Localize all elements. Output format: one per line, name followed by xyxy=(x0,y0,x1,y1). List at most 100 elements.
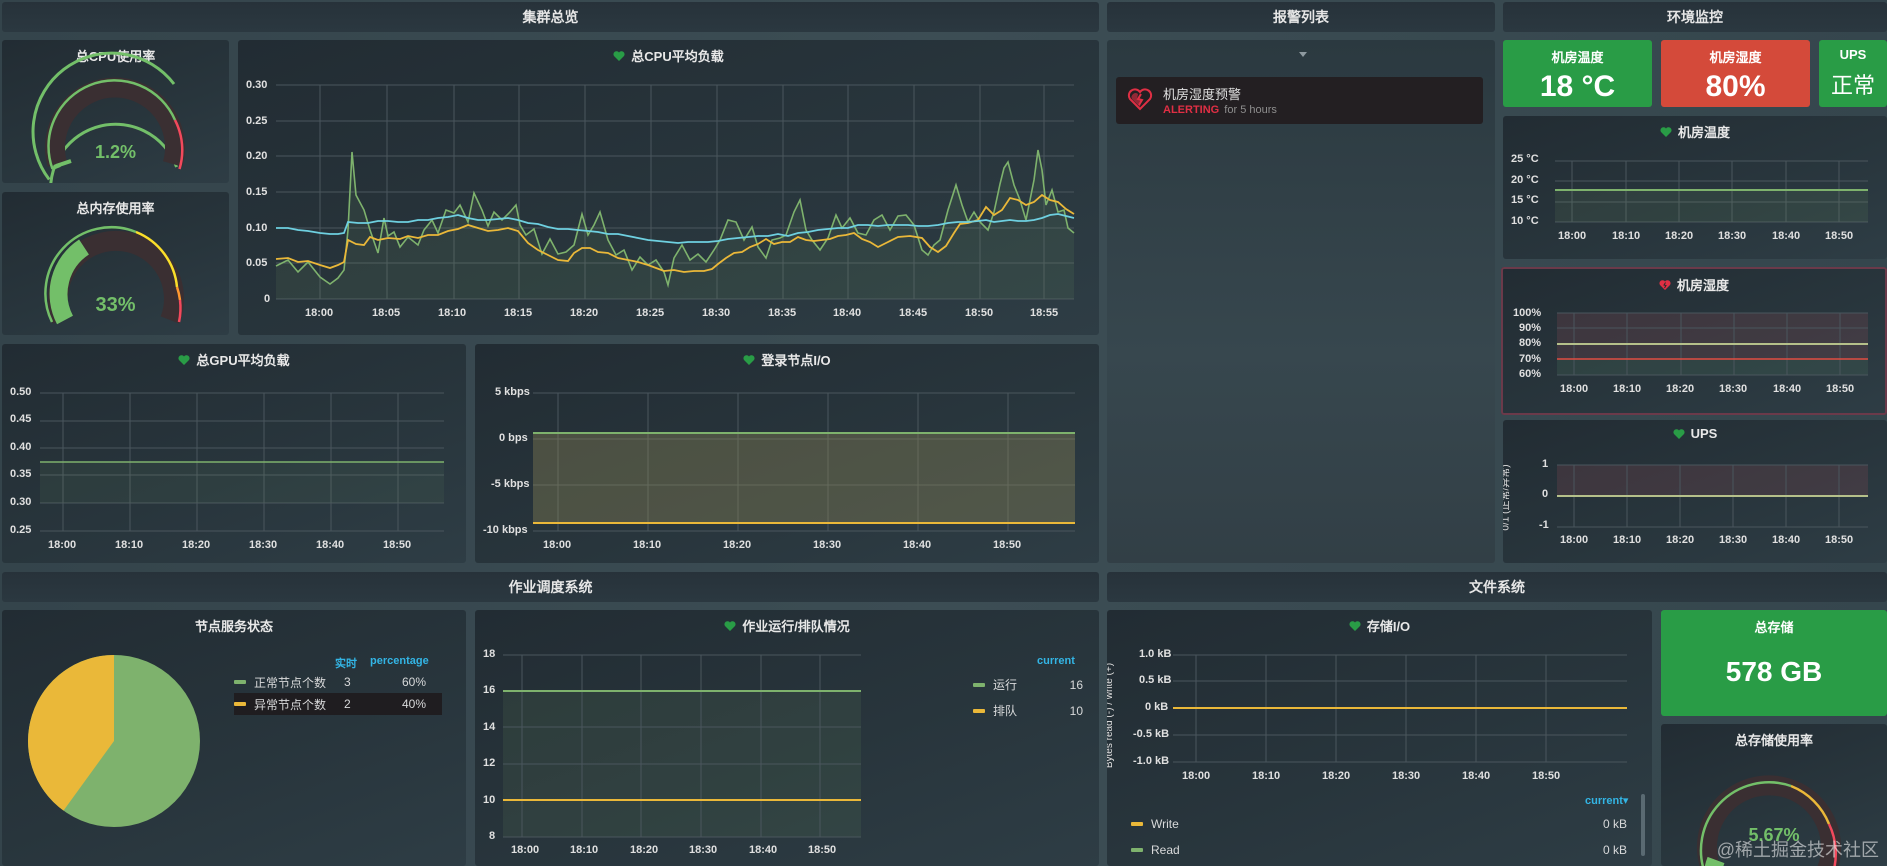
x-tick: 18:10 xyxy=(633,539,662,551)
legend-value: 2 xyxy=(344,697,351,711)
cpu-gauge-arcs xyxy=(45,77,185,170)
row-header-jobs[interactable]: 作业调度系统 xyxy=(2,572,1099,602)
gpu-load-plot xyxy=(40,392,444,532)
node-status-pie xyxy=(28,655,200,827)
room-temperature-stat: 机房温度 18 °C xyxy=(1503,40,1652,107)
x-tick: 18:20 xyxy=(1322,770,1351,782)
x-tick: 18:40 xyxy=(903,539,932,551)
legend-scrollbar[interactable] xyxy=(1641,794,1645,856)
room-temperature-chart-panel: 机房温度 25 °C 20 °C 15 °C 10 °C 18:00 18:10… xyxy=(1503,116,1887,259)
panel-title: 机房温度 xyxy=(1677,125,1730,140)
collapse-caret-icon[interactable] xyxy=(1299,52,1307,57)
y-tick: 0.40 xyxy=(10,441,32,453)
panel-title: UPS xyxy=(1690,426,1718,441)
room-humidity-chart-panel: 机房湿度 100% 90% 80% 70% 60% 18:00 18:10 18… xyxy=(1501,267,1887,415)
x-tick: 18:30 xyxy=(249,539,278,551)
x-tick: 18:30 xyxy=(1719,534,1748,546)
x-tick: 18:00 xyxy=(1560,383,1589,395)
x-tick: 18:00 xyxy=(543,539,572,551)
stat-value: 正常 xyxy=(1830,73,1875,98)
x-tick: 18:00 xyxy=(48,539,77,551)
cpu-load-plot xyxy=(275,84,1075,300)
storage-gauge-value: 5.67% xyxy=(1748,825,1800,845)
y-tick: 0.05 xyxy=(246,257,268,269)
y-tick: 25 °C xyxy=(1511,153,1539,165)
watermark: @稀土掘金技术社区 xyxy=(1716,840,1879,860)
x-tick: 18:50 xyxy=(808,844,837,856)
legend-header-percentage[interactable]: percentage xyxy=(370,655,429,667)
legend-value: 16 xyxy=(1069,677,1083,692)
login-io-plot xyxy=(533,392,1075,532)
legend-item-abnormal-nodes[interactable]: 异常节点个数 2 40% xyxy=(234,693,442,715)
row-title: 集群总览 xyxy=(522,9,579,25)
legend-item-running[interactable]: 运行 16 xyxy=(973,676,1083,693)
x-tick: 18:50 xyxy=(1826,383,1855,395)
x-tick: 18:20 xyxy=(182,539,211,551)
y-tick: 0.25 xyxy=(10,524,32,536)
x-tick: 18:20 xyxy=(630,844,659,856)
heart-ok-icon xyxy=(1349,620,1361,631)
legend-header-realtime[interactable]: 实时 xyxy=(335,658,357,670)
row-header-filesystem[interactable]: 文件系统 xyxy=(1107,572,1887,602)
y-tick: 18 xyxy=(483,648,496,660)
y-tick: 90% xyxy=(1519,322,1542,334)
y-tick: 0.15 xyxy=(246,186,268,198)
y-tick: 0 kB xyxy=(1145,701,1169,713)
y-tick: 10 xyxy=(483,794,496,806)
x-tick: 18:40 xyxy=(316,539,345,551)
storage-usage-gauge-panel: 总存储使用率 5.67% xyxy=(1661,724,1887,866)
broken-heart-alert-icon xyxy=(1127,88,1153,111)
legend-item-queued[interactable]: 排队 10 xyxy=(973,702,1083,719)
alert-state: ALERTING xyxy=(1163,104,1220,116)
y-tick: 16 xyxy=(483,684,496,696)
legend-label: Write xyxy=(1151,817,1179,831)
x-tick: 18:10 xyxy=(570,844,599,856)
y-tick: 0.30 xyxy=(10,496,32,508)
ups-stat: UPS 正常 xyxy=(1819,40,1887,107)
legend-item-read[interactable]: Read 0 kB xyxy=(1131,843,1627,857)
y-tick: -5 kbps xyxy=(491,478,530,490)
row-title: 作业调度系统 xyxy=(508,579,593,595)
legend-label: 异常节点个数 xyxy=(254,697,327,712)
y-tick: 15 °C xyxy=(1511,194,1539,206)
y-tick: 80% xyxy=(1519,337,1542,349)
x-tick: 18:10 xyxy=(1252,770,1281,782)
stat-value: 18 °C xyxy=(1539,70,1616,103)
total-storage-stat: 总存储 578 GB xyxy=(1661,610,1887,716)
x-tick: 18:20 xyxy=(570,307,599,319)
y-tick: -10 kbps xyxy=(483,524,528,536)
x-tick: 18:30 xyxy=(702,307,731,319)
row-header-alerts[interactable]: 报警列表 xyxy=(1107,2,1495,32)
legend-header-current[interactable]: current xyxy=(1037,655,1075,667)
x-tick: 18:50 xyxy=(383,539,412,551)
alert-item[interactable]: 机房湿度预警 ALERTING for 5 hours xyxy=(1116,77,1483,124)
x-tick: 18:10 xyxy=(1613,534,1642,546)
x-tick: 18:00 xyxy=(1182,770,1211,782)
stat-value: 578 GB xyxy=(1725,656,1823,687)
legend-sort-current[interactable]: current▾ xyxy=(1585,795,1629,807)
stat-title: 机房温度 xyxy=(1551,50,1604,65)
row-title: 报警列表 xyxy=(1273,9,1329,25)
jobs-plot xyxy=(503,654,861,838)
legend-item-normal-nodes[interactable]: 正常节点个数 3 60% xyxy=(234,672,442,692)
x-tick: 18:20 xyxy=(1665,230,1694,242)
panel-title: 节点服务状态 xyxy=(194,619,273,634)
cpu-gauge-graphic xyxy=(31,51,179,183)
y-tick: 100% xyxy=(1513,307,1542,319)
alert-name: 机房湿度预警 xyxy=(1163,87,1242,102)
legend-value: 10 xyxy=(1069,703,1083,718)
row-title: 环境监控 xyxy=(1667,9,1723,25)
legend-item-write[interactable]: Write 0 kB xyxy=(1131,817,1627,831)
x-tick: 18:15 xyxy=(504,307,533,319)
y-tick: 0.25 xyxy=(246,115,268,127)
legend-swatch xyxy=(234,702,246,706)
row-header-env[interactable]: 环境监控 xyxy=(1503,2,1887,32)
room-humidity-stat: 机房湿度 80% xyxy=(1661,40,1810,107)
cpu-usage-gauge-panel: 总CPU使用率 1.2% xyxy=(2,40,229,183)
panel-title: 作业运行/排队情况 xyxy=(742,619,850,634)
x-tick: 18:00 xyxy=(511,844,540,856)
y-tick: 70% xyxy=(1519,353,1542,365)
legend-value: 3 xyxy=(344,675,351,689)
y-tick: 5 kbps xyxy=(495,386,530,398)
row-header-cluster-overview[interactable]: 集群总览 xyxy=(2,2,1099,32)
